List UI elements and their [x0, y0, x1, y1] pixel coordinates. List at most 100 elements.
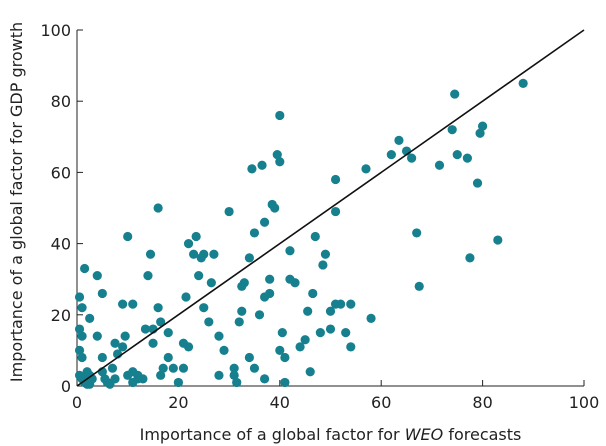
reference-line-45-degree — [76, 29, 585, 387]
data-point — [107, 363, 118, 373]
data-point — [156, 317, 166, 327]
data-point — [330, 206, 341, 217]
data-point — [85, 379, 95, 389]
data-point — [178, 363, 189, 373]
y-tick-label: 80 — [51, 92, 71, 111]
data-point — [472, 178, 483, 188]
data-point — [308, 288, 318, 299]
data-point — [320, 249, 331, 259]
data-point — [277, 328, 287, 338]
data-point — [303, 306, 313, 316]
data-point — [191, 231, 201, 242]
data-point — [118, 342, 128, 352]
data-point — [123, 231, 133, 242]
data-point — [232, 377, 242, 388]
data-point — [237, 306, 247, 316]
data-point — [275, 345, 285, 355]
data-point — [80, 263, 90, 274]
data-point — [77, 331, 87, 341]
x-tick-label: 40 — [270, 393, 290, 412]
x-tick-label: 0 — [72, 393, 82, 412]
data-point — [138, 374, 148, 384]
y-tick-label: 20 — [51, 306, 71, 325]
data-point — [310, 231, 320, 242]
tick-labels: 0 20 40 60 80 100 0 20 40 60 80 100 — [40, 21, 599, 412]
data-point — [249, 363, 260, 373]
data-point — [478, 121, 488, 131]
data-point — [199, 303, 209, 313]
data-point — [153, 303, 163, 313]
data-point — [224, 206, 234, 217]
data-point — [290, 278, 300, 288]
data-point — [110, 338, 120, 348]
data-point — [447, 125, 457, 135]
data-point — [158, 363, 168, 373]
data-point — [280, 352, 290, 363]
data-point — [183, 342, 194, 352]
data-point — [74, 345, 85, 355]
data-point — [275, 110, 285, 121]
data-point — [140, 324, 151, 334]
data-point — [74, 324, 85, 334]
x-tick-label: 60 — [371, 393, 391, 412]
data-point — [254, 310, 265, 320]
x-tick-label: 20 — [168, 393, 188, 412]
data-point — [214, 370, 224, 380]
data-point — [270, 203, 280, 213]
data-point — [234, 317, 244, 327]
data-point — [305, 367, 315, 377]
data-point — [156, 370, 166, 380]
data-point — [229, 370, 239, 380]
data-point — [120, 331, 130, 341]
data-point — [204, 317, 214, 327]
data-point — [300, 335, 310, 345]
data-point — [110, 374, 120, 384]
data-point — [92, 271, 102, 281]
data-point — [173, 377, 183, 388]
data-point — [148, 338, 158, 348]
data-point — [145, 249, 156, 259]
data-point — [118, 299, 128, 309]
x-axis-title-suffix: forecasts — [443, 425, 521, 444]
y-tick-label: 60 — [51, 163, 71, 182]
data-point — [257, 160, 267, 170]
data-point — [259, 374, 270, 384]
ticks — [76, 29, 585, 387]
y-tick-label: 0 — [61, 377, 71, 396]
data-point — [214, 331, 224, 341]
data-point — [206, 278, 216, 288]
y-axis-title: Importance of a global factor for GDP gr… — [7, 22, 26, 382]
data-point — [341, 328, 351, 338]
data-point — [465, 253, 475, 263]
x-axis-title-prefix: Importance of a global factor for — [140, 425, 405, 444]
data-point — [85, 313, 95, 323]
data-point — [153, 203, 163, 213]
data-point — [189, 249, 199, 259]
data-point — [194, 271, 204, 281]
data-point — [346, 299, 356, 309]
data-point — [361, 164, 371, 174]
data-point — [128, 299, 138, 309]
data-point — [259, 217, 270, 227]
data-point — [265, 274, 275, 284]
data-point — [518, 78, 528, 88]
data-point — [386, 150, 396, 160]
data-point — [181, 292, 191, 302]
data-point — [272, 150, 282, 160]
data-point — [97, 352, 107, 363]
data-point — [219, 345, 229, 355]
data-point — [336, 299, 346, 309]
data-point — [92, 331, 102, 341]
data-point — [330, 174, 341, 185]
data-point — [239, 278, 249, 288]
data-point — [325, 324, 336, 334]
data-point — [249, 228, 260, 238]
data-point — [346, 342, 356, 352]
data-point — [183, 239, 194, 249]
data-point — [168, 363, 178, 373]
data-point — [82, 367, 92, 377]
data-point — [318, 260, 328, 270]
data-point — [244, 352, 254, 363]
data-point — [394, 135, 404, 145]
